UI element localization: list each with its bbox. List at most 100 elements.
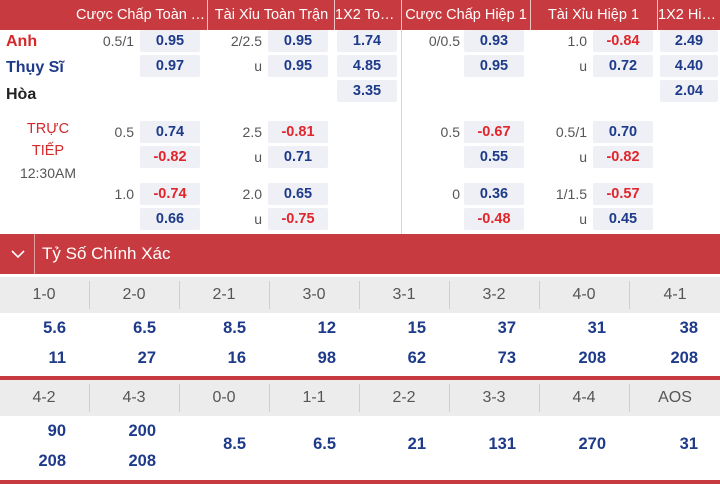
col-ft-1x2[interactable]: 1X2 Toàn Trận xyxy=(335,7,399,23)
score-odd[interactable]: 208 xyxy=(128,452,156,470)
score-odd[interactable]: 31 xyxy=(587,319,606,337)
score-odd[interactable]: 90 xyxy=(47,422,66,440)
score-label: 2-0 xyxy=(122,286,146,303)
col-h1-over-under[interactable]: Tài Xỉu Hiệp 1 xyxy=(547,7,640,23)
odd-value[interactable]: -0.84 xyxy=(593,30,653,52)
odd-value[interactable]: -0.48 xyxy=(464,208,524,230)
score-label: 0-0 xyxy=(212,389,236,406)
odd-value[interactable]: -0.57 xyxy=(593,183,653,205)
section-title: Tỷ Số Chính Xác xyxy=(42,244,171,263)
score-label: 3-3 xyxy=(482,389,506,406)
odd-value[interactable]: 0.95 xyxy=(464,55,524,77)
score-header-row: 1-0 2-0 2-1 3-0 3-1 3-2 4-0 4-1 xyxy=(0,277,720,313)
odd-value[interactable]: 0.74 xyxy=(140,121,200,143)
odd-value[interactable]: 0.65 xyxy=(268,183,328,205)
score-odd[interactable]: 200 xyxy=(128,422,156,440)
odd-value[interactable]: 0.45 xyxy=(593,208,653,230)
odd-value[interactable]: 0.55 xyxy=(464,146,524,168)
correct-score-bar[interactable]: Tỷ Số Chính Xác xyxy=(0,234,720,274)
odd-value[interactable]: 0.95 xyxy=(268,55,328,77)
h1-hc-line: 0.5 xyxy=(440,124,460,140)
col-ft-over-under[interactable]: Tài Xỉu Toàn Trận xyxy=(214,7,329,23)
ft-ou-line: 2.5 xyxy=(242,124,262,140)
chevron-down-icon[interactable] xyxy=(6,244,30,264)
score-odd[interactable]: 62 xyxy=(407,349,426,367)
score-odd[interactable]: 15 xyxy=(407,319,426,337)
half-divider xyxy=(401,30,402,234)
score-label: 2-1 xyxy=(212,286,236,303)
score-odd[interactable]: 5.6 xyxy=(43,319,66,337)
score-label: 1-1 xyxy=(302,389,326,406)
score-label: 4-1 xyxy=(663,286,687,303)
odd-value[interactable]: 0.36 xyxy=(464,183,524,205)
score-header-row: 4-2 4-3 0-0 1-1 2-2 3-3 4-4 AOS xyxy=(0,380,720,416)
odds-header: Cược Chấp Toàn Trận Tài Xỉu Toàn Trận 1X… xyxy=(0,0,720,30)
odd-value[interactable]: 0.66 xyxy=(140,208,200,230)
score-odd[interactable]: 31 xyxy=(679,435,698,453)
score-odd[interactable]: 6.5 xyxy=(313,435,336,453)
odd-value[interactable]: 0.71 xyxy=(268,146,328,168)
h1-hc-line: 0/0.5 xyxy=(428,33,460,49)
odd-value[interactable]: -0.75 xyxy=(268,208,328,230)
live-label: TRỰC xyxy=(26,121,70,137)
odd-value[interactable]: 2.04 xyxy=(660,80,718,102)
odd-value[interactable]: -0.67 xyxy=(464,121,524,143)
odd-value[interactable]: -0.82 xyxy=(593,146,653,168)
score-odd[interactable]: 11 xyxy=(48,349,66,367)
under-label: u xyxy=(579,211,587,227)
odd-value[interactable]: 3.35 xyxy=(337,80,397,102)
odd-value[interactable]: 4.85 xyxy=(337,55,397,77)
odd-value[interactable]: -0.81 xyxy=(268,121,328,143)
under-label: u xyxy=(579,58,587,74)
match-time: 12:30AM xyxy=(19,165,77,181)
live-label: TIẾP xyxy=(31,143,65,159)
score-odd[interactable]: 208 xyxy=(38,452,66,470)
score-odd[interactable]: 21 xyxy=(407,435,426,453)
col-ft-handicap[interactable]: Cược Chấp Toàn Trận xyxy=(76,7,206,23)
odd-value[interactable]: -0.74 xyxy=(140,183,200,205)
ft-hc-line: 1.0 xyxy=(114,186,134,202)
ft-hc-line: 0.5/1 xyxy=(102,33,134,49)
row-divider xyxy=(0,376,720,380)
score-odd[interactable]: 8.5 xyxy=(223,319,246,337)
odd-value[interactable]: 1.74 xyxy=(337,30,397,52)
team-home: Anh xyxy=(6,33,38,50)
score-odd[interactable]: 38 xyxy=(679,319,698,337)
score-odd[interactable]: 131 xyxy=(488,435,516,453)
score-values-row: 5.6 11 6.5 27 8.5 16 12 98 15 62 37 73 3… xyxy=(0,313,720,376)
score-odd[interactable]: 208 xyxy=(578,349,606,367)
odd-value[interactable]: 0.72 xyxy=(593,55,653,77)
odd-value[interactable]: 0.95 xyxy=(268,30,328,52)
score-odd[interactable]: 27 xyxy=(137,349,156,367)
score-odd[interactable]: 270 xyxy=(578,435,606,453)
score-label: 1-0 xyxy=(32,286,56,303)
odd-value[interactable]: 0.97 xyxy=(140,55,200,77)
col-h1-handicap[interactable]: Cược Chấp Hiệp 1 xyxy=(405,7,527,23)
odd-value[interactable]: 0.70 xyxy=(593,121,653,143)
score-label: 4-2 xyxy=(32,389,56,406)
score-odd[interactable]: 73 xyxy=(497,349,516,367)
odd-value[interactable]: 2.49 xyxy=(660,30,718,52)
score-odd[interactable]: 37 xyxy=(497,319,516,337)
odd-value[interactable]: 0.93 xyxy=(464,30,524,52)
score-odd[interactable]: 6.5 xyxy=(133,319,156,337)
col-h1-1x2[interactable]: 1X2 Hiệp 1 xyxy=(658,7,720,23)
score-odd[interactable]: 208 xyxy=(670,349,698,367)
odd-value[interactable]: -0.82 xyxy=(140,146,200,168)
ft-hc-line: 0.5 xyxy=(114,124,134,140)
ft-ou-line: 2/2.5 xyxy=(230,33,262,49)
h1-ou-line: 0.5/1 xyxy=(555,124,587,140)
score-label: 3-0 xyxy=(302,286,326,303)
score-odd[interactable]: 8.5 xyxy=(223,435,246,453)
score-label: 4-0 xyxy=(572,286,596,303)
odd-value[interactable]: 0.95 xyxy=(140,30,200,52)
score-label: 3-2 xyxy=(482,286,506,303)
score-odd[interactable]: 12 xyxy=(317,319,336,337)
score-odd[interactable]: 16 xyxy=(227,349,246,367)
score-label: AOS xyxy=(658,389,692,406)
h1-ou-line: 1/1.5 xyxy=(555,186,587,202)
ft-ou-line: 2.0 xyxy=(242,186,262,202)
odd-value[interactable]: 4.40 xyxy=(660,55,718,77)
score-odd[interactable]: 98 xyxy=(317,349,336,367)
score-label: 4-4 xyxy=(572,389,596,406)
